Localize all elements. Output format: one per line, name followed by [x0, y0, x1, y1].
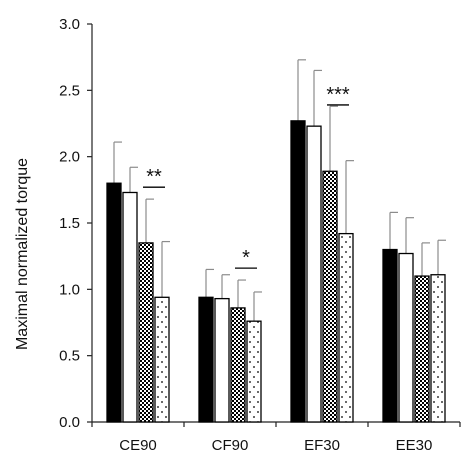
bar — [398, 252, 414, 423]
bar — [154, 296, 170, 423]
bar — [414, 275, 430, 423]
y-tick-label: 1.5 — [59, 215, 80, 232]
bar — [430, 274, 446, 423]
x-tick-label: EF30 — [304, 437, 340, 454]
bar — [214, 297, 230, 423]
y-tick-label: 0.5 — [59, 348, 80, 365]
x-tick-label: EE30 — [396, 437, 433, 454]
bar — [230, 307, 246, 423]
y-axis-title: Maximal normalized torque — [14, 158, 31, 350]
y-tick-label: 0.0 — [59, 414, 80, 431]
y-tick-label: 1.0 — [59, 281, 80, 298]
bar — [246, 320, 262, 423]
significance-label: * — [242, 247, 250, 269]
bar — [138, 242, 154, 423]
bar — [322, 170, 338, 423]
bar — [122, 191, 138, 423]
y-tick-label: 2.0 — [59, 149, 80, 166]
significance-label: *** — [326, 84, 350, 106]
bar — [290, 120, 306, 423]
x-tick-label: CF90 — [212, 437, 249, 454]
y-tick-label: 3.0 — [59, 16, 80, 33]
bar — [382, 248, 398, 423]
significance-label: ** — [146, 166, 162, 188]
y-tick-label: 2.5 — [59, 82, 80, 99]
bar — [306, 125, 322, 423]
bar — [198, 296, 214, 423]
bar — [338, 232, 354, 423]
bar — [106, 182, 122, 423]
x-tick-label: CE90 — [119, 437, 157, 454]
